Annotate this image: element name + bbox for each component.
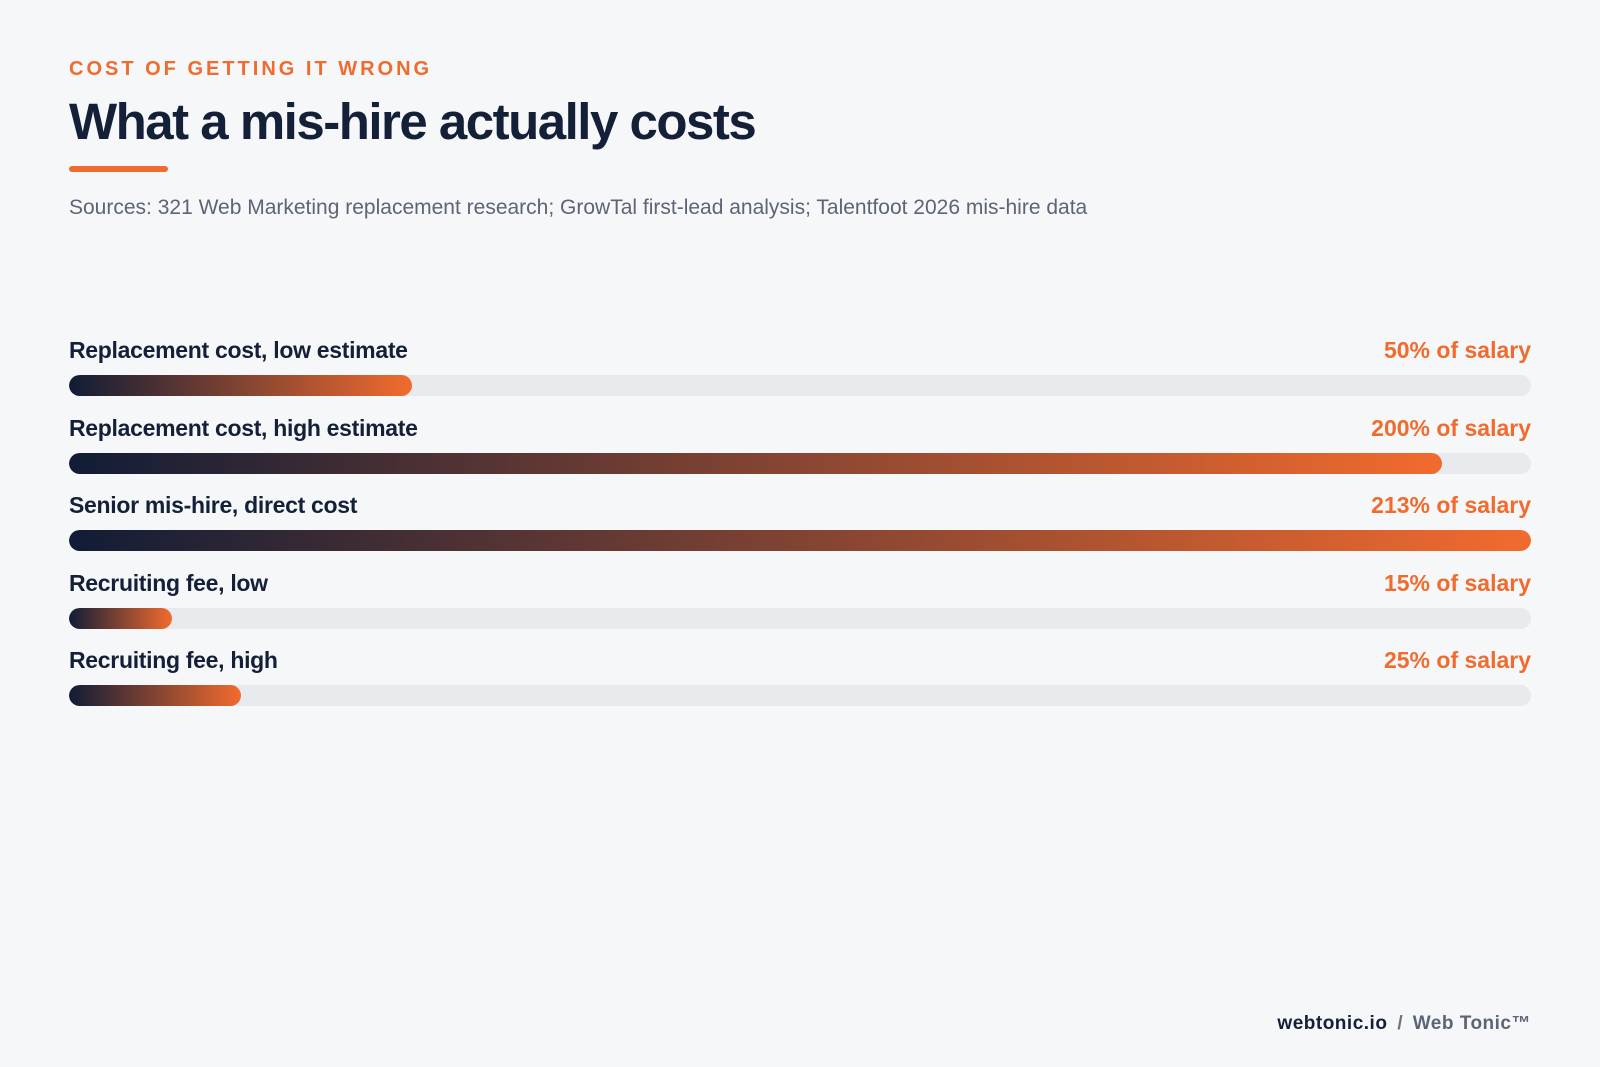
bar-label: Senior mis-hire, direct cost	[69, 492, 358, 518]
bar-label: Replacement cost, low estimate	[69, 337, 408, 363]
page-title: What a mis-hire actually costs	[69, 93, 757, 150]
bar-row: Recruiting fee, low 15% of salary	[69, 566, 1531, 644]
footer-domain: webtonic.io	[1277, 1013, 1388, 1034]
bar-track	[69, 452, 1531, 474]
bar-fill	[69, 530, 1531, 551]
bar-label: Replacement cost, high estimate	[69, 414, 418, 441]
bar-value-label: 200% of salary	[1371, 414, 1531, 441]
bar-row: Replacement cost, high estimate 200% of s…	[69, 411, 1531, 489]
bar-value-label: 15% of salary	[1383, 569, 1531, 596]
bar-value-label: 50% of salary	[1383, 337, 1531, 363]
bar-track	[69, 607, 1531, 629]
footer-brand: Web Tonic™	[1412, 1013, 1531, 1034]
footer-separator: /	[1397, 1013, 1403, 1034]
bar-track	[69, 375, 1531, 396]
bar-track	[69, 685, 1531, 706]
bar-fill	[69, 375, 413, 396]
bar-fill	[69, 685, 241, 706]
bar-value-label: 213% of salary	[1371, 492, 1531, 518]
eyebrow-label: COST OF GETTING IT WRONG	[69, 58, 433, 80]
bar-label: Recruiting fee, low	[69, 569, 268, 596]
title-underline	[69, 166, 168, 172]
sources-note: Sources: 321 Web Marketing replacement r…	[69, 196, 1088, 219]
bar-fill	[69, 607, 172, 629]
footer-credit: webtonic.io / Web Tonic™	[1277, 1013, 1531, 1035]
bar-row: Replacement cost, low estimate 50% of sal…	[69, 333, 1531, 411]
bar-value-label: 25% of salary	[1383, 647, 1531, 673]
bar-row: Senior mis-hire, direct cost 213% of sala…	[69, 488, 1531, 566]
bar-label: Recruiting fee, high	[69, 647, 278, 673]
bar-chart: Replacement cost, low estimate 50% of sal…	[69, 333, 1531, 721]
bar-track	[69, 530, 1531, 551]
bar-row: Recruiting fee, high 25% of salary	[69, 643, 1531, 721]
bar-fill	[69, 452, 1442, 474]
